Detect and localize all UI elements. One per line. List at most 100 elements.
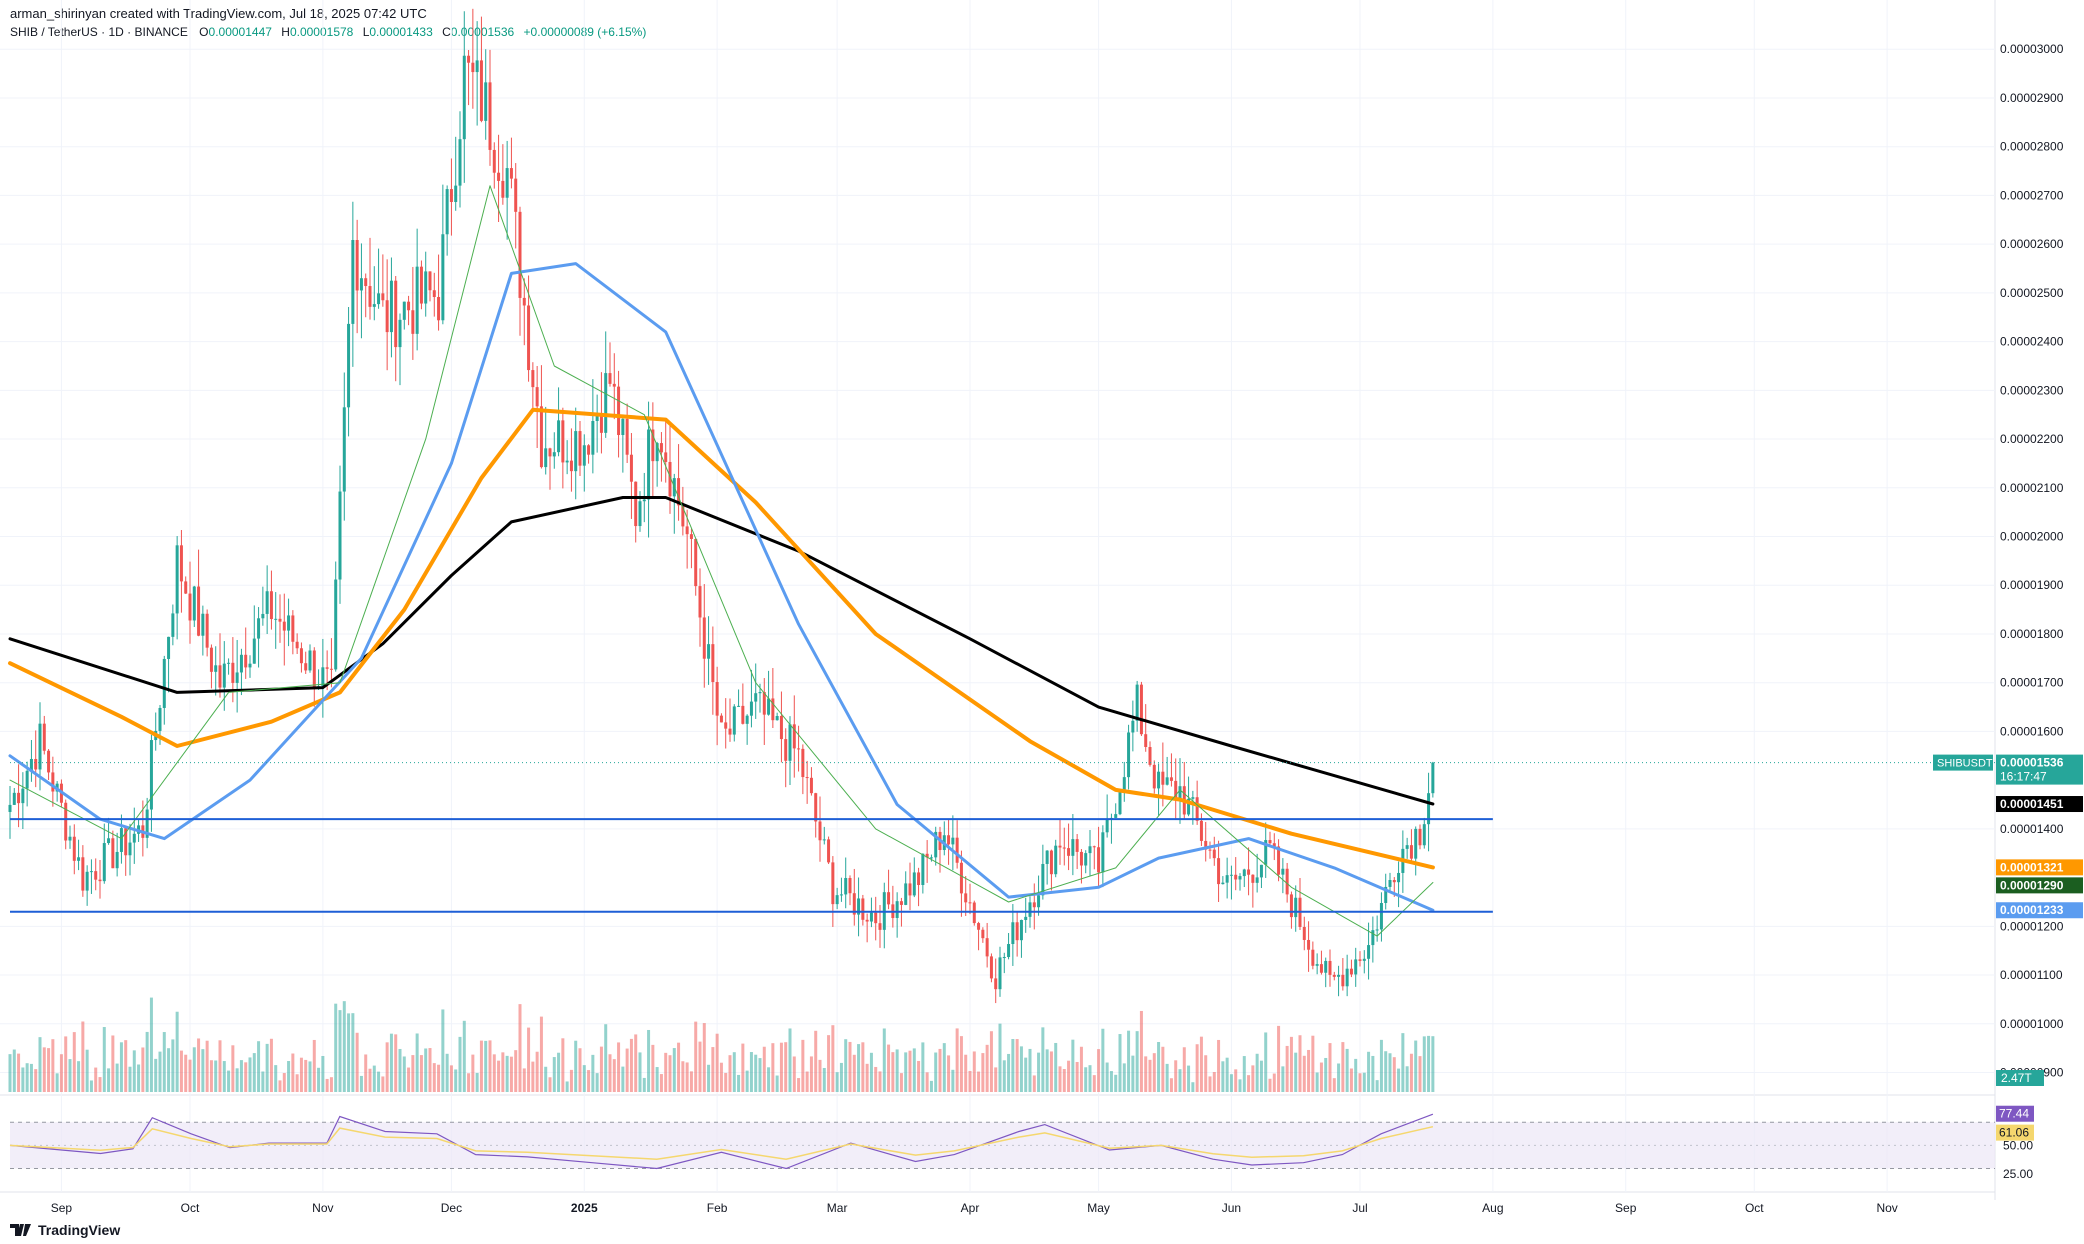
candle-body — [222, 663, 226, 688]
candle-body — [951, 837, 955, 845]
volume-bar — [822, 1067, 826, 1092]
volume-bar — [1367, 1051, 1371, 1092]
candle-body — [1058, 845, 1062, 848]
candle-body — [265, 591, 269, 614]
volume-bar — [1131, 1055, 1135, 1092]
volume-bar — [522, 1068, 526, 1092]
close-label: C — [442, 25, 451, 39]
candle-body — [1191, 797, 1195, 799]
volume-bar — [419, 1055, 423, 1092]
candle-body — [809, 777, 813, 794]
volume-label: 2.47T — [2001, 1071, 2032, 1085]
volume-bar — [621, 1066, 625, 1092]
volume-bar — [1127, 1030, 1131, 1092]
symbol-tag: SHIBUSDT — [1937, 758, 1993, 770]
candle-body — [295, 641, 299, 649]
volume-bar — [1281, 1066, 1285, 1092]
volume-bar — [998, 1023, 1002, 1092]
volume-bar — [539, 1016, 543, 1092]
symbol-name[interactable]: SHIB / TetherUS · 1D · BINANCE — [10, 25, 188, 39]
volume-bar — [47, 1048, 51, 1092]
volume-bar — [278, 1080, 282, 1092]
tradingview-logo[interactable]: TradingView — [10, 1222, 120, 1238]
moving-average-black — [8, 496, 1435, 806]
volume-bar — [1341, 1042, 1345, 1092]
candle-body — [209, 647, 213, 672]
candle-body — [497, 172, 501, 181]
candle-body — [1259, 864, 1263, 878]
candle-body — [994, 978, 998, 990]
price-label-value: 0.00001451 — [2000, 797, 2064, 811]
candle-body — [89, 871, 93, 873]
price-tick-label: 0.00001200 — [2000, 919, 2064, 933]
volume-bar — [29, 1063, 33, 1092]
candle-body — [488, 82, 492, 150]
volume-bar — [518, 1004, 522, 1092]
candle-body — [792, 724, 796, 749]
candle-body — [625, 418, 629, 455]
volume-bar — [1277, 1025, 1281, 1092]
volume-bar — [1195, 1044, 1199, 1092]
volume-bar — [188, 1059, 192, 1092]
candle-body — [767, 698, 771, 715]
candle-body — [617, 386, 621, 436]
volume-bar — [895, 1049, 899, 1092]
candle-body — [364, 278, 368, 287]
volume-bar — [1242, 1056, 1246, 1092]
volume-bar — [154, 1058, 158, 1092]
low-value: 0.00001433 — [369, 25, 433, 39]
candle-body — [299, 648, 303, 664]
candle-body — [831, 862, 835, 905]
candle-body — [1148, 747, 1152, 765]
candle-body — [1289, 894, 1293, 918]
candle-body — [274, 618, 278, 620]
price-tick-label: 0.00001600 — [2000, 724, 2064, 738]
candle-body — [475, 60, 479, 73]
candle-body — [342, 407, 346, 492]
volume-bar — [162, 1032, 166, 1092]
candle-body — [582, 445, 586, 466]
volume-bar — [1371, 1055, 1375, 1092]
volume-bar — [402, 1056, 406, 1092]
volume-bar — [595, 1073, 599, 1092]
candle-body — [1409, 845, 1413, 859]
candle-body — [1049, 850, 1053, 875]
volume-bar — [917, 1060, 921, 1092]
volume-bar — [548, 1077, 552, 1092]
volume-bar — [501, 1052, 505, 1092]
candle-body — [595, 415, 599, 422]
candle-body — [578, 431, 582, 466]
candle-body — [445, 189, 449, 235]
candle-body — [1187, 798, 1191, 815]
volume-bar — [42, 1047, 46, 1092]
candle-body — [1247, 869, 1251, 875]
price-tick-label: 0.00002100 — [2000, 481, 2064, 495]
candle-body — [231, 662, 235, 683]
volume-bar — [445, 1053, 449, 1092]
volume-bar — [1011, 1039, 1015, 1092]
volume-bar — [569, 1069, 573, 1092]
candle-body — [29, 758, 33, 771]
volume-bar — [719, 1062, 723, 1092]
volume-bar — [197, 1038, 201, 1092]
candle-body — [64, 802, 68, 841]
volume-bar — [321, 1055, 325, 1092]
candle-body — [162, 658, 166, 708]
volume-bar — [912, 1048, 916, 1092]
volume-bar — [754, 1054, 758, 1092]
rsi-label-bg — [1996, 1124, 2034, 1141]
candle-body — [505, 168, 509, 198]
candle-body — [51, 772, 55, 792]
volume-bar — [257, 1041, 261, 1092]
candle-body — [179, 545, 183, 582]
volume-bar — [951, 1069, 955, 1092]
time-tick-label: 2025 — [571, 1201, 598, 1215]
price-tick-label: 0.00002800 — [2000, 140, 2064, 154]
volume-bar — [497, 1060, 501, 1092]
time-tick-label: Dec — [441, 1201, 462, 1215]
candle-body — [904, 883, 908, 905]
volume-bar — [1157, 1042, 1161, 1092]
moving-average-green — [9, 185, 1434, 937]
candle-body — [377, 293, 381, 305]
